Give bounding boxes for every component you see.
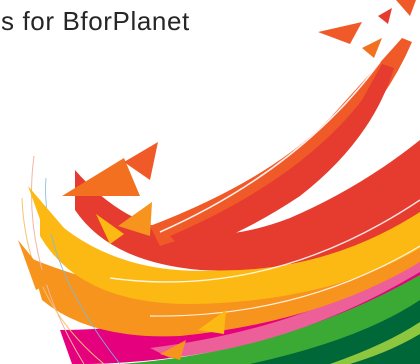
highlight-line [149, 245, 420, 317]
orange-swoosh-lower [30, 240, 420, 337]
pencil-line [31, 155, 85, 364]
shard-orange [362, 38, 382, 58]
pencil-line [45, 177, 121, 364]
shard-yellow [198, 310, 226, 334]
orange-tip [18, 240, 52, 290]
shard-orange [160, 340, 186, 360]
highlight-line [109, 199, 420, 283]
shard-orange [124, 142, 158, 180]
light-green-sliver [330, 322, 420, 364]
yellow-swoosh [40, 206, 420, 304]
headline-text: es for BforPlanet [0, 6, 190, 36]
shard-red [378, 8, 392, 24]
red-ribbon-top [170, 64, 394, 252]
shard-orange [396, 0, 416, 16]
pencil-line [21, 197, 105, 364]
shard-orange [318, 22, 362, 44]
yellow-tip [28, 186, 64, 236]
highlight-line [159, 61, 381, 233]
shard-orange [118, 202, 152, 236]
shard-yellow [96, 214, 124, 244]
shard-orange [62, 158, 140, 196]
